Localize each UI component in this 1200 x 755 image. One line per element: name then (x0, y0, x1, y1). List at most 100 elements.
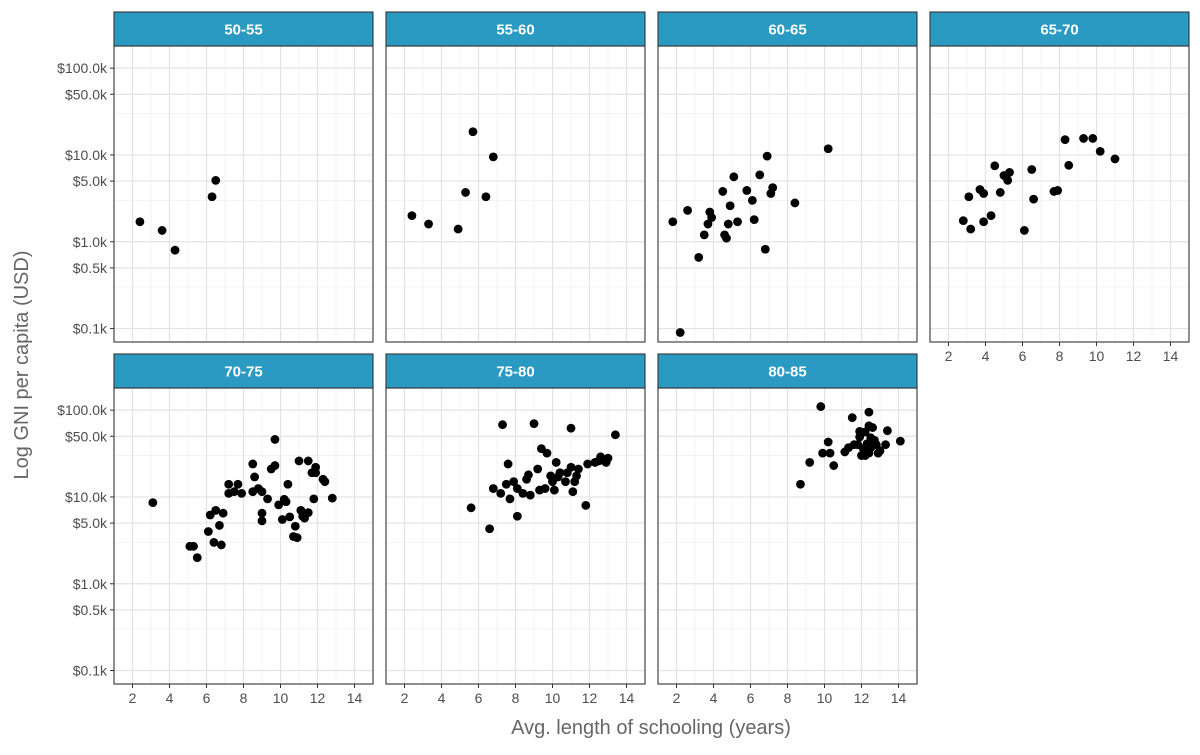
y-tick-label: $10.0k (65, 489, 108, 505)
data-point (1088, 134, 1098, 143)
x-tick-label: 4 (166, 690, 174, 706)
data-point (248, 459, 258, 469)
data-point (542, 448, 552, 458)
data-point (257, 516, 267, 526)
data-point (549, 485, 559, 495)
data-point (805, 458, 815, 467)
data-point (733, 217, 742, 227)
data-point (574, 464, 583, 474)
facet-strip-label: 60-65 (768, 22, 806, 39)
y-tick-label: $50.0k (65, 428, 108, 444)
data-point (699, 230, 709, 240)
x-tick-label: 14 (347, 690, 363, 706)
data-point (270, 461, 280, 470)
data-point (722, 233, 731, 243)
data-point (229, 487, 239, 497)
data-point (790, 198, 800, 208)
facet-strip-label: 55-60 (496, 22, 534, 39)
data-point (611, 430, 620, 440)
x-tick-label: 6 (747, 690, 755, 706)
data-point (572, 471, 581, 481)
data-point (303, 508, 313, 518)
data-point (270, 435, 280, 444)
y-tick-label: $5.0k (73, 515, 108, 531)
data-point (424, 219, 433, 229)
data-point (568, 487, 578, 497)
data-point (157, 226, 167, 235)
data-point (496, 488, 506, 498)
data-point (1029, 194, 1038, 204)
y-tick-label: $0.1k (73, 663, 108, 679)
data-point (1095, 146, 1105, 156)
y-tick-label: $100.0k (57, 402, 108, 418)
data-point (958, 216, 968, 226)
x-tick-label: 12 (582, 690, 598, 706)
data-point (285, 512, 295, 522)
data-point (883, 426, 892, 436)
data-point (1005, 167, 1014, 177)
data-point (277, 515, 287, 524)
x-tick-label: 6 (475, 690, 483, 706)
y-tick-label: $1.0k (73, 576, 108, 592)
data-point (986, 211, 996, 221)
data-point (488, 484, 498, 493)
data-point (524, 470, 533, 480)
data-point (561, 477, 570, 487)
data-point (1027, 165, 1037, 174)
data-point (250, 472, 259, 482)
facet-strip (113, 11, 374, 47)
data-point (829, 461, 839, 470)
data-point (729, 172, 739, 182)
y-tick-label: $0.5k (73, 602, 108, 618)
data-point (964, 192, 974, 202)
data-point (309, 494, 319, 504)
data-point (257, 487, 267, 497)
data-point (320, 477, 330, 487)
data-point (533, 464, 543, 474)
data-point (281, 497, 291, 507)
x-tick-label: 2 (129, 690, 137, 706)
x-tick-label: 6 (203, 690, 211, 706)
facet-strip (657, 353, 918, 389)
data-point (760, 244, 770, 254)
data-point (1053, 186, 1063, 195)
data-point (868, 423, 877, 432)
y-tick-label: $0.5k (73, 260, 108, 276)
data-point (768, 183, 778, 193)
data-point (509, 477, 519, 487)
x-tick-label: 14 (619, 690, 635, 706)
facet-strip-label: 50-55 (224, 22, 262, 39)
data-point (148, 498, 158, 508)
data-point (566, 423, 576, 433)
data-point (207, 192, 217, 202)
data-point (816, 402, 826, 411)
x-tick-label: 12 (1126, 348, 1142, 364)
y-tick-label: $5.0k (73, 173, 108, 189)
data-point (407, 211, 417, 221)
data-point (707, 213, 717, 222)
data-point (233, 479, 243, 489)
data-point (551, 458, 561, 467)
data-point (583, 459, 593, 469)
x-tick-label: 8 (1056, 348, 1064, 364)
data-point (723, 219, 733, 229)
data-point (603, 453, 613, 463)
y-tick-label: $1.0k (73, 234, 108, 250)
data-point (274, 500, 284, 510)
data-point (979, 217, 989, 227)
x-tick-label: 12 (854, 690, 870, 706)
y-tick-label: $0.1k (73, 321, 108, 337)
data-point (749, 215, 759, 224)
data-point (327, 493, 337, 503)
data-point (566, 462, 576, 472)
y-tick-label: $100.0k (57, 60, 108, 76)
data-point (875, 446, 885, 456)
facet-strip-label: 80-85 (768, 364, 806, 381)
data-point (555, 468, 565, 478)
data-point (468, 127, 478, 137)
data-point (488, 152, 498, 162)
data-point (498, 420, 507, 430)
x-tick-label: 8 (512, 690, 520, 706)
facet-strip (929, 11, 1190, 47)
